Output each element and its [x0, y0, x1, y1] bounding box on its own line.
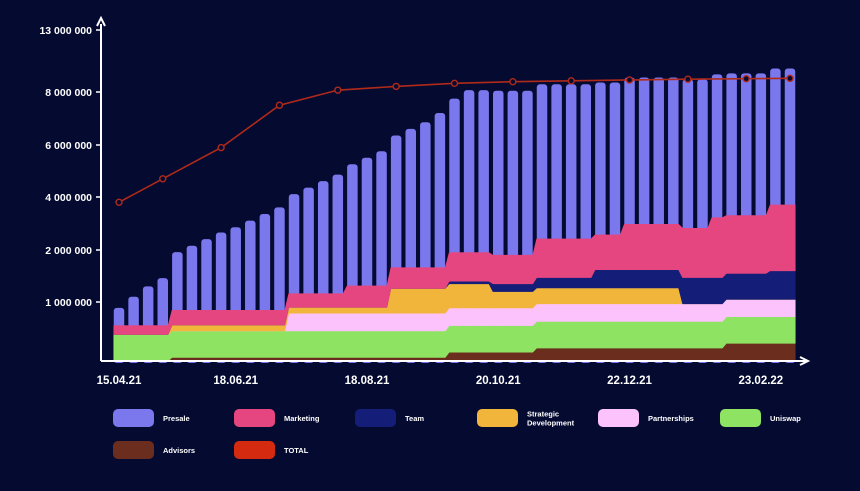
total-point	[159, 175, 167, 183]
y-tick-label: 13 000 000	[39, 25, 92, 37]
legend-label-total: TOTAL	[284, 446, 309, 455]
legend-label-team: Team	[405, 414, 424, 423]
legend-label-strategic-development: Strategic Development	[527, 410, 575, 428]
total-point	[786, 74, 794, 83]
legend-swatch-marketing	[234, 409, 275, 427]
y-tick-label: 1 000 000	[45, 297, 92, 309]
legend-label-uniswap: Uniswap	[770, 414, 801, 423]
total-point	[625, 76, 634, 84]
y-tick-label: 4 000 000	[45, 192, 92, 204]
x-axis-arrow	[799, 356, 811, 366]
total-point	[742, 75, 750, 83]
legend-swatch-advisors	[113, 441, 154, 459]
total-point	[684, 75, 692, 83]
x-tick-label: 18.06.21	[213, 375, 258, 387]
total-point	[567, 77, 575, 85]
legend-label-partnerships: Partnerships	[648, 414, 694, 423]
total-point	[392, 82, 400, 91]
total-point	[450, 79, 459, 88]
legend: Presale Marketing Team Strategic Development…	[113, 409, 801, 459]
total-line	[115, 74, 794, 207]
tick-labels: 1 000 000 2 000 000 4 000 000 6 000 000 8 00…	[39, 25, 783, 387]
total-point	[115, 198, 123, 207]
x-tick-label: 15.04.21	[97, 375, 142, 387]
y-tick-label: 2 000 000	[45, 245, 92, 257]
legend-swatch-strategic-development	[477, 409, 518, 427]
axes	[96, 15, 811, 366]
legend-label-presale: Presale	[163, 414, 190, 423]
x-tick-label: 22.12.21	[607, 375, 652, 387]
total-point	[509, 78, 517, 86]
x-tick-label: 18.08.21	[345, 375, 390, 387]
legend-swatch-partnerships	[598, 409, 639, 427]
total-point	[334, 86, 342, 94]
area-marketing	[113, 204, 796, 335]
total-point	[217, 143, 225, 152]
legend-label-advisors: Advisors	[163, 446, 195, 455]
legend-swatch-presale	[113, 409, 154, 427]
x-tick-label: 23.02.22	[738, 375, 783, 387]
y-tick-label: 8 000 000	[45, 87, 92, 99]
y-tick-label: 6 000 000	[45, 140, 92, 152]
total-point	[275, 101, 284, 109]
legend-label-marketing: Marketing	[284, 414, 320, 423]
legend-swatch-team	[355, 409, 396, 427]
x-tick-label: 20.10.21	[476, 375, 521, 387]
legend-swatch-uniswap	[720, 409, 761, 427]
stacked-areas	[113, 204, 796, 362]
y-axis-arrow	[96, 15, 106, 27]
legend-swatch-total	[234, 441, 275, 459]
